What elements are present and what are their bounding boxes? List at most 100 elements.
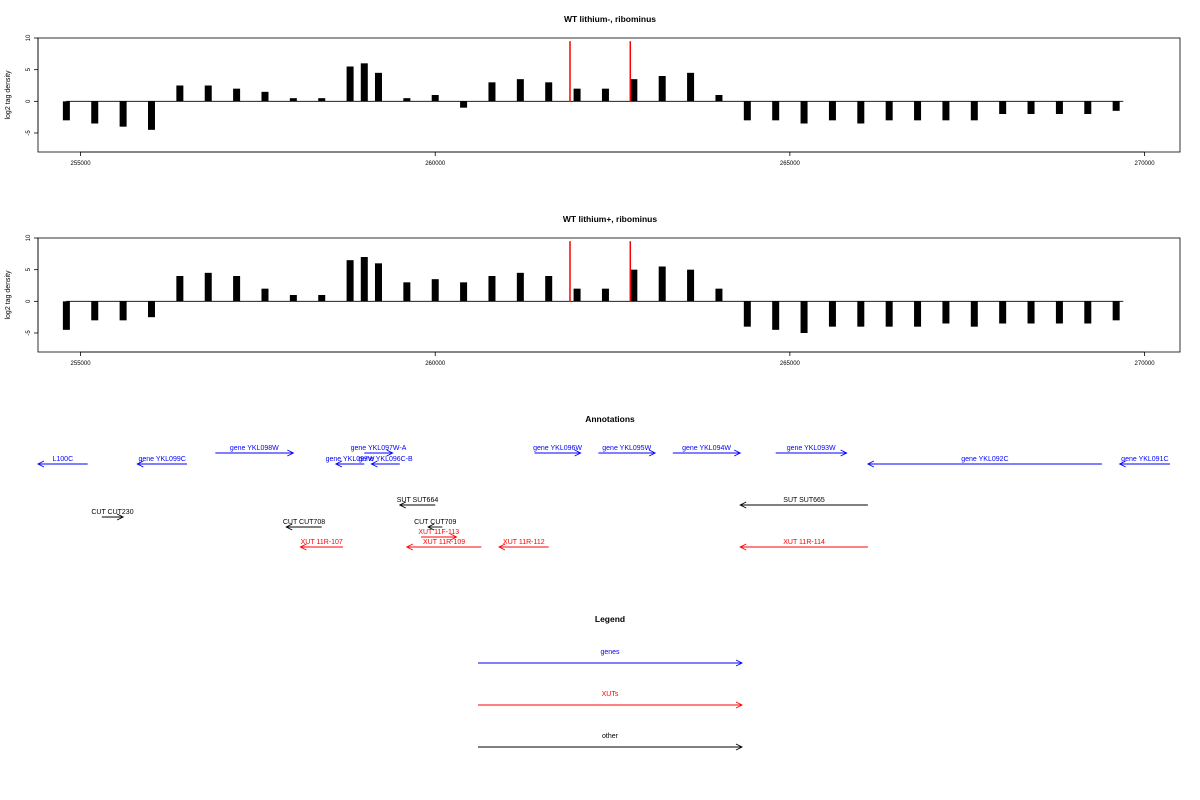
legend-label: XUTs xyxy=(602,691,619,698)
coverage-bar xyxy=(828,301,836,327)
feature: SUT SUT664 xyxy=(397,497,438,509)
feature: gene YKL096C-B xyxy=(358,456,413,468)
coverage-bar xyxy=(119,101,127,127)
annotations-track: Annotations L100C gene YKL099C gene YKL098… xyxy=(36,414,1170,551)
feature-arrow-head xyxy=(116,513,125,521)
coverage-bar xyxy=(1055,101,1063,114)
coverage-bars xyxy=(62,63,1124,130)
legend-item: genes xyxy=(478,649,744,667)
feature-label: XUT 11R-109 xyxy=(423,539,465,546)
feature: gene YKL096W xyxy=(533,445,582,457)
feature-arrow-head xyxy=(370,460,378,468)
feature-label: gene YKL093W xyxy=(787,445,836,452)
feature-arrow-head xyxy=(739,543,747,551)
coverage-bar xyxy=(545,82,553,102)
feature: gene YKL094W xyxy=(672,445,742,457)
coverage-bar xyxy=(318,295,326,302)
feature-arrow-head xyxy=(287,449,295,457)
feature: gene YKL097W xyxy=(326,456,375,468)
feature-label: XUT 11R-114 xyxy=(783,539,825,546)
highlight-markers xyxy=(569,41,632,102)
coverage-bar xyxy=(233,276,241,302)
feature: gene YKL098W xyxy=(215,445,295,457)
coverage-bar xyxy=(460,282,468,302)
coverage-bar xyxy=(374,72,382,102)
feature: XUT 11F-113 xyxy=(418,529,459,541)
coverage-bar xyxy=(630,269,638,302)
feature-label: gene YKL092C xyxy=(961,456,1008,463)
coverage-bar xyxy=(147,301,155,318)
legend: Legend genes XUTs other xyxy=(478,614,744,751)
coverage-bar xyxy=(360,63,368,102)
feature-arrow-head xyxy=(299,543,307,551)
feature-label: XUT 11F-113 xyxy=(418,529,459,536)
coverage-bar xyxy=(970,301,978,327)
coverage-bar xyxy=(715,288,723,302)
coverage-bar xyxy=(687,269,695,302)
coverage-bar xyxy=(970,101,978,121)
coverage-bar xyxy=(573,88,581,102)
feature-label: gene YKL099C xyxy=(138,456,185,463)
coverage-bar xyxy=(516,272,524,302)
coverage-bar xyxy=(885,101,893,121)
feature: gene YKL099C xyxy=(136,456,187,468)
coverage-bar xyxy=(176,85,184,102)
feature: CUT CUT709 xyxy=(414,519,456,531)
coverage-bar xyxy=(1112,301,1120,321)
y-tick-label: -5 xyxy=(26,130,32,136)
coverage-bar xyxy=(857,101,865,124)
feature-label: gene YKL096W xyxy=(533,445,582,452)
feature-label: CUT CUT708 xyxy=(283,519,325,526)
legend-arrow-head xyxy=(735,743,744,751)
coverage-bar xyxy=(233,88,241,102)
coverage-bar xyxy=(62,101,70,121)
feature-label: gene YKL098W xyxy=(230,445,279,452)
coverage-bar xyxy=(289,98,297,102)
coverage-bar xyxy=(715,95,723,102)
coverage-bars xyxy=(62,257,1124,333)
coverage-bar xyxy=(1055,301,1063,324)
feature: L100C xyxy=(36,456,88,468)
coverage-panel-lithium-minus: WT lithium-, ribominus log2 tag density … xyxy=(5,14,1181,167)
highlight-markers xyxy=(569,241,632,302)
feature: gene YKL092C xyxy=(866,456,1102,468)
coverage-bar xyxy=(374,263,382,302)
feature-label: gene YKL097W xyxy=(326,456,375,463)
coverage-bar xyxy=(346,66,354,102)
coverage-bar xyxy=(999,101,1007,114)
coverage-bar xyxy=(431,95,439,102)
feature: CUT CUT708 xyxy=(283,519,325,531)
coverage-bar xyxy=(91,301,99,321)
panel-title: WT lithium-, ribominus xyxy=(564,14,656,24)
y-tick-label: -5 xyxy=(26,330,32,336)
y-tick-label: 10 xyxy=(26,34,32,41)
coverage-bar xyxy=(857,301,865,327)
legend-arrow-head xyxy=(735,701,744,709)
coverage-bar xyxy=(488,276,496,302)
legend-items: genes XUTs other xyxy=(478,649,744,751)
feature-arrow-head xyxy=(840,449,848,457)
coverage-bar xyxy=(545,276,553,302)
y-axis-label: log2 tag density xyxy=(5,270,12,320)
feature: gene YKL093W xyxy=(775,445,848,457)
x-tick-label: 255000 xyxy=(71,161,92,167)
legend-label: other xyxy=(602,733,619,740)
coverage-bar xyxy=(914,101,922,121)
feature-arrow-head xyxy=(427,523,435,531)
feature: XUT 11R-112 xyxy=(498,539,549,551)
coverage-bar xyxy=(91,101,99,124)
coverage-bar xyxy=(460,101,468,108)
feature-arrow-head xyxy=(1118,460,1126,468)
coverage-bar xyxy=(119,301,127,321)
coverage-bar xyxy=(147,101,155,130)
feature-arrow-head xyxy=(450,533,458,541)
coverage-bar xyxy=(261,288,269,302)
coverage-bar xyxy=(914,301,922,327)
coverage-bar xyxy=(516,79,524,102)
coverage-bar xyxy=(743,101,751,121)
coverage-bar xyxy=(488,82,496,102)
coverage-bar xyxy=(1027,101,1035,114)
legend-item: XUTs xyxy=(478,691,744,709)
coverage-bar xyxy=(658,266,666,302)
coverage-bar xyxy=(403,98,411,102)
